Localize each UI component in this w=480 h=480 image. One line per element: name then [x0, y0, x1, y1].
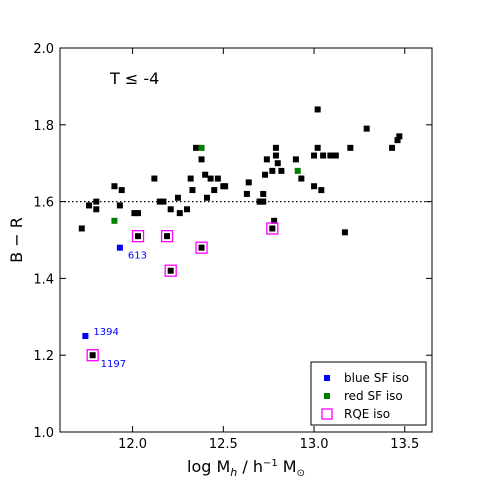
point-other [263, 156, 270, 163]
point-other [332, 152, 339, 159]
point-other [272, 152, 279, 159]
point-other [363, 125, 370, 132]
point-red-sf-iso [111, 217, 118, 224]
y-tick-label: 1.2 [33, 349, 54, 364]
point-other [135, 210, 142, 217]
point-other [193, 144, 200, 151]
point-other [160, 198, 167, 205]
annotation-text: T ≤ -4 [109, 69, 159, 88]
x-tick-label: 12.0 [118, 437, 147, 452]
y-tick-label: 2.0 [33, 42, 54, 57]
legend-box [310, 361, 427, 426]
point-red-sf-iso [294, 167, 301, 174]
point-other [292, 156, 299, 163]
legend-label-red-sf-iso: red SF iso [344, 389, 403, 403]
legend-label-blue-sf-iso: blue SF iso [344, 371, 409, 385]
point-other [260, 198, 267, 205]
point-other [320, 152, 327, 159]
point-other [156, 198, 163, 205]
point-other [189, 187, 196, 194]
point-rqe-iso-core [164, 233, 171, 240]
point-blue-sf-iso [116, 244, 123, 251]
point-other [203, 194, 210, 201]
point-other [341, 229, 348, 236]
legend: blue SF iso red SF iso RQE iso [310, 361, 427, 426]
point-other [131, 210, 138, 217]
legend-label-rqe-iso: RQE iso [344, 407, 390, 421]
y-tick-label: 1.4 [33, 272, 54, 287]
point-other [274, 160, 281, 167]
x-tick-label: 13.0 [300, 437, 329, 452]
point-red-sf-iso [198, 144, 205, 151]
point-rqe-iso-core [89, 352, 96, 359]
point-rqe-iso-core [135, 233, 142, 240]
legend-marker-blue-sf-iso [324, 375, 330, 381]
point-other [318, 187, 325, 194]
point-other [222, 183, 229, 190]
x-tick-label: 12.5 [209, 437, 238, 452]
point-other [111, 183, 118, 190]
point-blue-sf-iso [82, 333, 89, 339]
point-other [269, 167, 276, 174]
point-label: 613 [128, 251, 147, 262]
point-other [207, 175, 214, 182]
point-other [202, 171, 209, 178]
legend-marker-rqe-iso [321, 408, 333, 420]
point-other [262, 171, 269, 178]
point-label: 1197 [101, 359, 126, 370]
point-rqe-iso-core [269, 225, 276, 232]
point-other [86, 202, 93, 209]
point-other [311, 152, 318, 159]
point-label: 1394 [93, 327, 118, 338]
y-tick-label: 1.0 [33, 426, 54, 441]
point-other [245, 179, 252, 186]
point-other [272, 144, 279, 151]
point-other [278, 167, 285, 174]
point-other [347, 144, 354, 151]
point-rqe-iso [266, 222, 279, 235]
point-other [314, 106, 321, 113]
point-rqe-iso-core [198, 244, 205, 251]
point-other [118, 187, 125, 194]
point-other [176, 210, 183, 217]
point-other [260, 190, 267, 197]
point-other [93, 206, 100, 213]
ticks-layer: 12.0 12.5 13.0 13.5 1.0 1.2 1.4 1.6 1.8 2.0 [33, 42, 432, 452]
point-other [394, 137, 401, 144]
point-other [311, 183, 318, 190]
y-tick-label: 1.6 [33, 196, 54, 211]
point-rqe-iso [195, 241, 208, 254]
points-layer: 613 1394 1197 [78, 106, 403, 370]
plot-frame [59, 47, 433, 433]
y-tick-label: 1.8 [33, 119, 54, 134]
point-other [327, 152, 334, 159]
legend-marker-red-sf-iso [324, 393, 330, 399]
point-other [214, 175, 221, 182]
point-other [396, 133, 403, 140]
point-other [93, 198, 100, 205]
point-rqe-iso [131, 230, 145, 243]
point-other [167, 206, 174, 213]
y-axis-label: B − R [7, 217, 26, 263]
point-other [151, 175, 158, 182]
point-other [389, 144, 396, 151]
point-other [198, 156, 205, 163]
point-other [243, 190, 250, 197]
point-other [174, 194, 181, 201]
point-other [187, 175, 194, 182]
point-other [314, 144, 321, 151]
point-rqe-iso [164, 264, 177, 277]
point-other [78, 225, 85, 232]
point-other [116, 202, 123, 209]
point-rqe-iso-core [167, 267, 174, 274]
point-other [211, 187, 218, 194]
point-other [184, 206, 191, 213]
x-axis-label: log Mh / h−1 M⊙ [187, 457, 305, 479]
point-rqe-iso [160, 230, 174, 243]
point-rqe-iso [86, 349, 99, 362]
point-other [271, 217, 278, 224]
x-tick-label: 13.5 [390, 437, 419, 452]
point-other [298, 175, 305, 182]
